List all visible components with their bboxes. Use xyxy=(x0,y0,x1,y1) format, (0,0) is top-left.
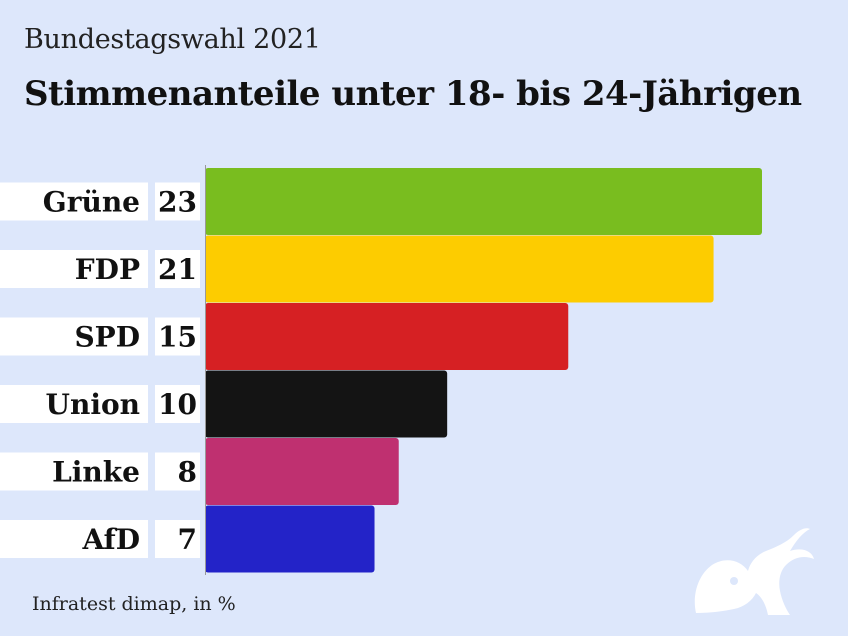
bar-gr-ne xyxy=(205,168,762,235)
category-label-box xyxy=(0,317,148,356)
chart-subtitle: Bundestagswahl 2021 xyxy=(24,24,321,55)
category-label: AfD xyxy=(81,523,140,556)
category-label: Grüne xyxy=(43,186,140,219)
value-label-box xyxy=(155,385,200,423)
value-label: 8 xyxy=(178,456,197,489)
bar-union xyxy=(205,370,448,438)
bar-linke xyxy=(205,438,399,505)
category-label-box xyxy=(0,520,148,558)
category-label: Union xyxy=(46,388,140,421)
value-label: 15 xyxy=(158,321,197,354)
category-label: Linke xyxy=(52,456,140,489)
value-label-box xyxy=(155,250,200,288)
category-label-box xyxy=(0,182,148,221)
bar-fdp xyxy=(205,235,714,303)
value-label: 23 xyxy=(158,186,197,219)
chart-title: Stimmenanteile unter 18- bis 24-Jährigen xyxy=(24,74,802,114)
value-label: 21 xyxy=(158,253,197,286)
elephant-head-icon xyxy=(694,528,814,615)
bars-layer: Grüne 23 FDP 21 SPD 15 Union 10 Linke 8 AfD 7 xyxy=(0,168,762,573)
category-label: SPD xyxy=(74,321,140,354)
value-label-box xyxy=(155,520,200,558)
source-note: Infratest dimap, in % xyxy=(32,593,236,615)
value-label-box xyxy=(155,182,200,221)
category-label: FDP xyxy=(75,253,140,286)
category-label-box xyxy=(0,385,148,423)
value-label-box xyxy=(155,317,200,356)
value-label: 10 xyxy=(158,388,197,421)
bar-afd xyxy=(205,505,375,573)
bar-spd xyxy=(205,303,569,370)
category-label-box xyxy=(0,250,148,288)
category-label-box xyxy=(0,452,148,491)
value-label: 7 xyxy=(178,523,197,556)
value-label-box xyxy=(155,452,200,491)
